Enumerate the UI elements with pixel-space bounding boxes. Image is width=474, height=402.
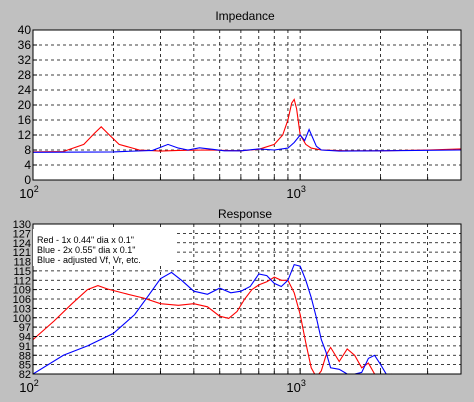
y-tick-label: 100 [13, 313, 31, 325]
y-tick-label: 115 [13, 266, 31, 278]
y-tick-label: 0 [24, 173, 31, 187]
impedance-series [33, 98, 461, 153]
y-tick-label: 106 [13, 294, 31, 306]
y-tick-label: 127 [13, 228, 31, 240]
y-tick-label: 40 [18, 23, 32, 37]
y-tick-label: 91 [19, 341, 31, 353]
y-tick-label: 16 [18, 113, 32, 127]
impedance-plot-area [33, 30, 461, 180]
y-tick-label: 97 [19, 322, 31, 334]
response-series [33, 263, 394, 374]
response-panel: Response 8285889194971001031061091121151… [13, 207, 462, 395]
y-tick-label: 112 [13, 275, 31, 287]
y-tick-label: 4 [24, 158, 31, 172]
y-tick-label: 130 [13, 219, 31, 231]
y-tick-label: 118 [13, 257, 31, 269]
legend-entry-blue-2: Blue - adjusted Vf, Vr, etc. [37, 255, 141, 265]
response-grid [33, 224, 461, 374]
blue-series-line [33, 127, 461, 153]
blue-series-line [33, 263, 387, 374]
red-series-line [33, 98, 461, 153]
y-tick-label: 12 [18, 128, 32, 142]
legend-entry-blue-1: Blue - 2x 0.55" dia x 0.1" [37, 245, 135, 255]
y-tick-label: 32 [18, 53, 32, 67]
x-tick-label: 102 [19, 184, 38, 201]
response-ticks: 8285889194971001031061091121151181211241… [13, 219, 462, 395]
y-tick-label: 88 [19, 350, 31, 362]
y-tick-label: 121 [13, 247, 31, 259]
y-tick-label: 82 [19, 369, 31, 381]
x-tick-label: 103 [286, 378, 305, 395]
y-tick-label: 94 [19, 332, 31, 344]
x-tick-label: 102 [19, 378, 38, 395]
y-tick-label: 8 [24, 143, 31, 157]
y-tick-label: 85 [19, 360, 31, 372]
impedance-title: Impedance [215, 9, 275, 23]
y-tick-label: 24 [18, 83, 32, 97]
y-tick-label: 124 [13, 238, 31, 250]
impedance-grid [33, 30, 461, 180]
y-tick-label: 36 [18, 38, 32, 52]
legend-entry-red: Red - 1x 0.44" dia x 0.1" [37, 235, 134, 245]
y-tick-label: 109 [13, 285, 31, 297]
y-tick-label: 20 [18, 98, 32, 112]
x-tick-label: 103 [286, 184, 305, 201]
response-legend: Red - 1x 0.44" dia x 0.1" Blue - 2x 0.55… [33, 229, 175, 266]
y-tick-label: 103 [13, 303, 31, 315]
legend-box [33, 229, 175, 266]
red-series-line [33, 276, 394, 374]
response-title: Response [218, 207, 272, 221]
y-tick-label: 28 [18, 68, 32, 82]
